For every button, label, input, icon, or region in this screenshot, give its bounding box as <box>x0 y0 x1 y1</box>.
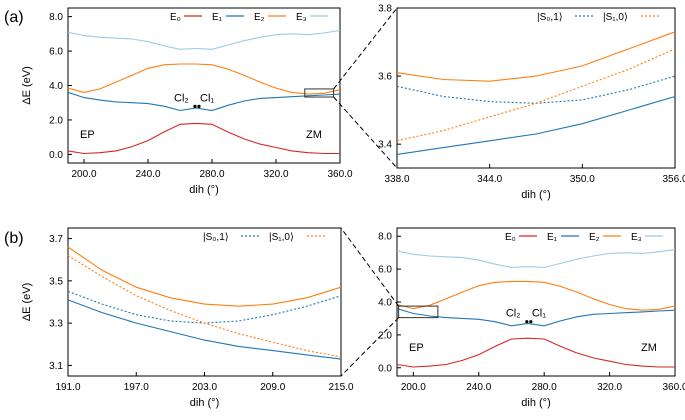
a-left-xtick-label: 280.0 <box>199 169 224 180</box>
b-left-xtick-label: 209.0 <box>260 382 285 393</box>
a-left-annotation-ep: EP <box>80 129 95 141</box>
b-left-series-S1-dotted <box>67 255 342 358</box>
b-left-series-E2-line <box>67 246 342 307</box>
b-left-xtick-label: 215.0 <box>328 382 353 393</box>
b-right-xtick-label: 360.0 <box>662 382 685 393</box>
b-right-series-E2-line <box>396 280 676 311</box>
b-left-xlabel: dih (°) <box>190 397 219 409</box>
b-left-legend-label-S1: |S₁,0⟩ <box>269 232 294 243</box>
a-left-legend-label-E2: E₂ <box>254 12 265 23</box>
b-left-ylabel: ΔE (eV) <box>21 283 33 322</box>
a-left-ytick-label: 0.0 <box>49 150 63 161</box>
a-left-annotation-zm: ZM <box>306 129 322 141</box>
a-left-ytick-label: 6.0 <box>49 47 63 58</box>
b-left-ytick-label: 3.5 <box>49 276 63 287</box>
b-right-legend-label-E0: E₀ <box>505 232 516 243</box>
a-right-series-E1-line <box>396 95 676 155</box>
a-right-plot-frame <box>396 7 676 169</box>
b-right-legend-label-E3: E₃ <box>631 232 642 243</box>
b-right-series-E1-line <box>396 308 676 327</box>
a-right-series-E2-line <box>396 31 676 82</box>
a-left-legend-label-E3: E₃ <box>296 12 307 23</box>
a-left-xtick-label: 360.0 <box>327 169 352 180</box>
a-left-series-E1-line <box>67 91 341 112</box>
panel-label-a: (a) <box>4 9 24 26</box>
b-right-ytick-label: 4.0 <box>378 298 392 309</box>
a-left-legend-label-E0: E₀ <box>170 12 181 23</box>
a-left-series-E3-line <box>67 29 341 50</box>
a-left-series-E2-line <box>67 63 341 95</box>
b-left-xtick-label: 191.0 <box>55 382 80 393</box>
a-right-series-S1-dotted <box>396 48 676 142</box>
a-left-xlabel: dih (°) <box>189 184 218 196</box>
b-right-atom-dot <box>529 320 533 324</box>
a-left-ylabel: ΔE (eV) <box>21 66 33 105</box>
b-right-legend-label-E1: E₁ <box>547 232 558 243</box>
a-right-xlabel: dih (°) <box>521 189 550 201</box>
b-right-ytick-label: 0.0 <box>378 363 392 374</box>
b-right-ytick-label: 6.0 <box>378 265 392 276</box>
a-left-annotation-cl1: Cl₁ <box>200 92 214 104</box>
a-left-ytick-label: 2.0 <box>49 115 63 126</box>
zoom-connector-b-bottom <box>340 317 399 377</box>
b-left-series-S0-dotted <box>67 290 342 324</box>
b-left-xtick-label: 203.0 <box>192 382 217 393</box>
a-right-legend-label-S1: |S₁,0⟩ <box>603 12 628 23</box>
a-right-series-S0-dotted <box>396 75 676 104</box>
a-left-xtick-label: 200.0 <box>71 169 96 180</box>
a-left-xtick-label: 320.0 <box>263 169 288 180</box>
b-left-ytick-label: 3.3 <box>49 319 63 330</box>
a-left-legend-label-E1: E₁ <box>212 12 223 23</box>
b-left-legend-label-S0: |S₀,1⟩ <box>203 232 229 243</box>
b-right-annotation-cl2: Cl₂ <box>506 308 521 320</box>
a-right-ytick-label: 3.4 <box>378 140 392 151</box>
a-right-ytick-label: 3.6 <box>378 72 392 83</box>
b-right-series-E3-line <box>396 248 676 269</box>
a-left-atom-dot <box>193 104 197 108</box>
zoom-connector-a-top <box>333 7 398 90</box>
a-right-xtick-label: 338.0 <box>384 174 409 185</box>
a-left-ytick-label: 4.0 <box>49 81 63 92</box>
panel-label-b: (b) <box>4 230 24 247</box>
b-right-ytick-label: 8.0 <box>378 232 392 243</box>
b-left-ytick-label: 3.1 <box>49 361 63 372</box>
a-left-atom-dot <box>197 104 201 108</box>
zoom-connector-b-top <box>340 227 400 307</box>
b-left-series-E1-line <box>67 299 342 360</box>
b-right-xtick-label: 240.0 <box>466 382 491 393</box>
b-right-annotation-cl1: Cl₁ <box>532 308 546 320</box>
b-right-annotation-ep: EP <box>409 342 424 354</box>
b-right-xlabel: dih (°) <box>521 397 550 409</box>
b-right-ytick-label: 2.0 <box>378 330 392 341</box>
b-right-atom-dot <box>525 320 529 324</box>
a-right-xtick-label: 344.0 <box>477 174 502 185</box>
b-left-ytick-label: 3.7 <box>49 234 63 245</box>
a-left-annotation-cl2: Cl₂ <box>174 92 189 104</box>
b-left-xtick-label: 197.0 <box>124 382 149 393</box>
zoom-box-a <box>304 88 335 98</box>
a-right-xtick-label: 350.0 <box>570 174 595 185</box>
zoom-box-b <box>398 305 439 319</box>
b-right-xtick-label: 320.0 <box>597 382 622 393</box>
b-right-series-E0-line <box>396 337 675 368</box>
b-right-xtick-label: 280.0 <box>532 382 557 393</box>
b-right-legend-label-E2: E₂ <box>589 232 600 243</box>
zoom-connector-a-bottom <box>333 96 398 169</box>
a-left-xtick-label: 240.0 <box>135 169 160 180</box>
a-left-ytick-label: 8.0 <box>49 12 63 23</box>
a-right-xtick-label: 356.0 <box>662 174 685 185</box>
b-right-xtick-label: 200.0 <box>401 382 426 393</box>
b-right-annotation-zm: ZM <box>641 342 657 354</box>
a-left-series-E0-line <box>67 122 340 155</box>
a-right-ytick-label: 3.8 <box>378 4 392 15</box>
a-right-legend-label-S0: |S₀,1⟩ <box>537 12 563 23</box>
